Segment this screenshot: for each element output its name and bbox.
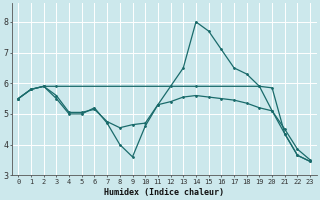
X-axis label: Humidex (Indice chaleur): Humidex (Indice chaleur) [104, 188, 224, 197]
